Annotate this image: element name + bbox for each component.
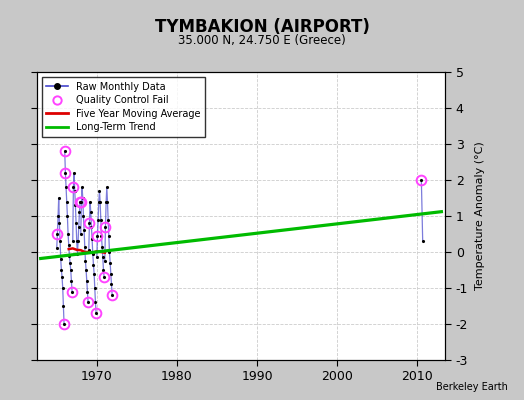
Text: Berkeley Earth: Berkeley Earth xyxy=(436,382,508,392)
Text: 35.000 N, 24.750 E (Greece): 35.000 N, 24.750 E (Greece) xyxy=(178,34,346,47)
Text: TYMBAKION (AIRPORT): TYMBAKION (AIRPORT) xyxy=(155,18,369,36)
Legend: Raw Monthly Data, Quality Control Fail, Five Year Moving Average, Long-Term Tren: Raw Monthly Data, Quality Control Fail, … xyxy=(41,77,205,137)
Y-axis label: Temperature Anomaly (°C): Temperature Anomaly (°C) xyxy=(475,142,485,290)
